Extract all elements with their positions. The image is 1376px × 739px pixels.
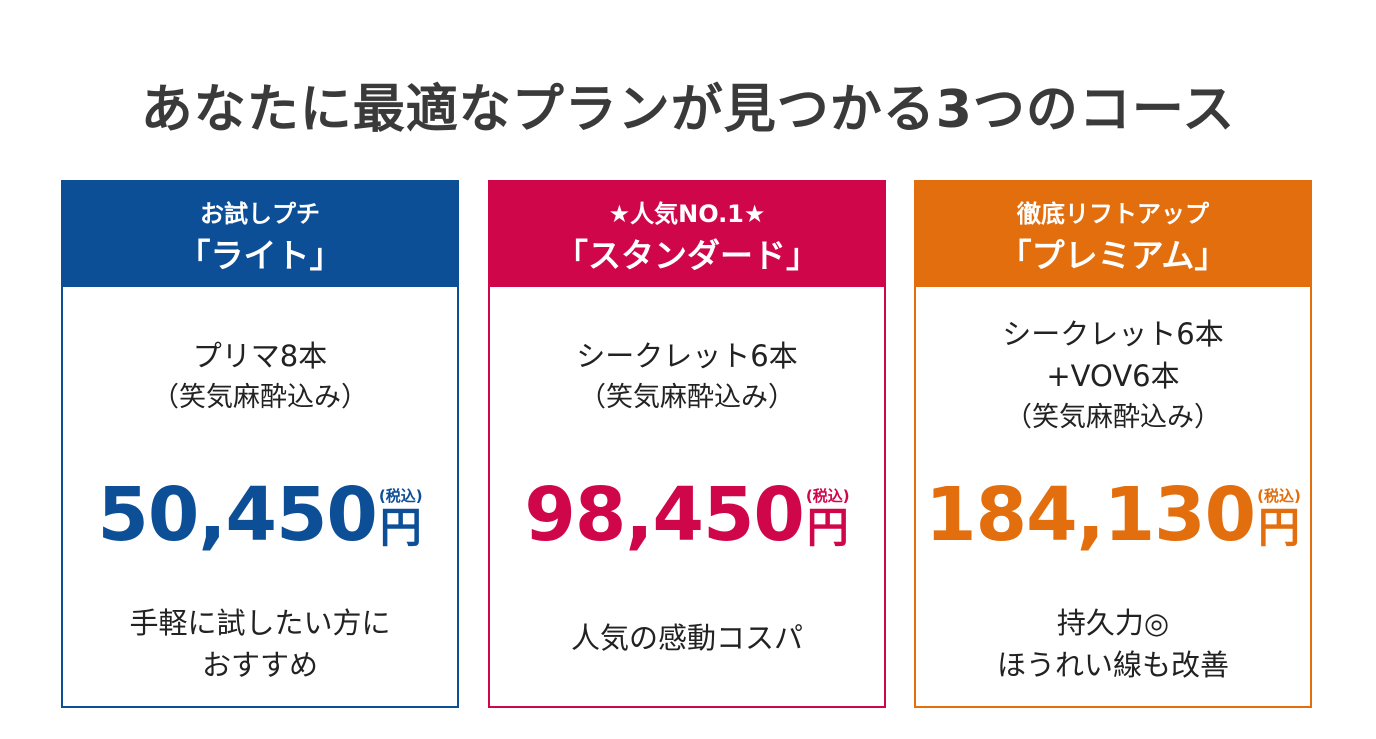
plan-description: 持久力◎ ほうれい線も改善	[916, 602, 1310, 686]
plan-description-line: 手軽に試したい方に	[129, 606, 391, 640]
plan-header: ★人気NO.1★ 「スタンダード」	[490, 182, 884, 287]
plan-description: 人気の感動コスパ	[490, 617, 884, 659]
plan-price: 184,130 (税込) 円	[916, 477, 1310, 553]
plan-price: 98,450 (税込) 円	[490, 477, 884, 553]
price-amount: 50,450	[97, 472, 378, 558]
plan-tag: ★人気NO.1★	[608, 200, 766, 228]
plan-card-standard: ★人気NO.1★ 「スタンダード」 シークレット6本 （笑気麻酔込み） 98,4…	[488, 180, 886, 708]
plan-content-item: シークレット6本	[1002, 317, 1224, 351]
price-unit: 円	[1258, 503, 1301, 552]
plan-tag: 徹底リフトアップ	[1017, 200, 1209, 228]
plan-description-line: 人気の感動コスパ	[570, 621, 803, 655]
plan-tag: お試しプチ	[200, 200, 320, 228]
plan-content-item: シークレット6本	[576, 339, 798, 373]
tax-label: (税込)	[1257, 487, 1301, 505]
plan-card-premium: 徹底リフトアップ 「プレミアム」 シークレット6本 +VOV6本 （笑気麻酔込み…	[914, 180, 1312, 708]
plan-description-line: 持久力◎	[1056, 606, 1170, 640]
plan-contents: シークレット6本 +VOV6本 （笑気麻酔込み）	[916, 313, 1310, 439]
plan-contents: シークレット6本 （笑気麻酔込み）	[490, 335, 884, 419]
plan-description: 手軽に試したい方に おすすめ	[63, 602, 457, 686]
plan-price: 50,450 (税込) 円	[63, 477, 457, 553]
plan-content-item: プリマ8本	[192, 339, 328, 373]
plan-name: 「ライト」	[177, 236, 343, 275]
plan-description-line: おすすめ	[201, 648, 318, 682]
price-unit: 円	[806, 503, 849, 552]
plan-header: 徹底リフトアップ 「プレミアム」	[916, 182, 1310, 287]
plan-note: （笑気麻酔込み）	[1005, 402, 1221, 433]
plan-card-light: お試しプチ 「ライト」 プリマ8本 （笑気麻酔込み） 50,450 (税込) 円…	[61, 180, 459, 708]
price-amount: 184,130	[925, 472, 1256, 558]
plan-content-item: +VOV6本	[1046, 359, 1180, 393]
page-title: あなたに最適なプランが見つかる3つのコース	[140, 80, 1236, 140]
plan-note: （笑気麻酔込み）	[579, 382, 795, 413]
plan-description-line: ほうれい線も改善	[996, 648, 1229, 682]
price-unit: 円	[379, 503, 422, 552]
plan-contents: プリマ8本 （笑気麻酔込み）	[63, 335, 457, 419]
tax-label: (税込)	[378, 487, 423, 505]
plan-header: お試しプチ 「ライト」	[63, 182, 457, 287]
plan-name: 「スタンダード」	[555, 236, 819, 275]
price-amount: 98,450	[524, 472, 805, 558]
plan-name: 「プレミアム」	[998, 236, 1228, 275]
plan-note: （笑気麻酔込み）	[152, 382, 368, 413]
tax-label: (税込)	[805, 487, 850, 505]
